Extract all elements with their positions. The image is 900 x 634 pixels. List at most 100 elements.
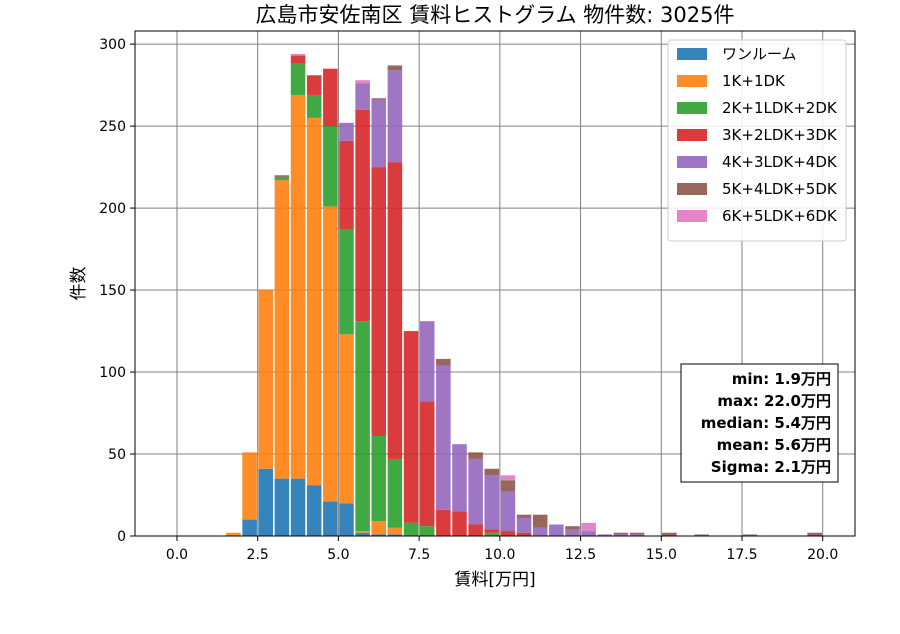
- histogram-bar: [290, 53, 306, 56]
- histogram-bar: [355, 83, 370, 110]
- axis-ticks: 0.0 2.5 5.0 7.5 10.0 12.5 15.0 17.5 20.0 0 50 100 15…: [99, 37, 838, 563]
- histogram-bar: [371, 534, 387, 536]
- legend-label: 5K+4LDK+5DK: [722, 180, 838, 198]
- legend-label: 1K+1DK: [722, 72, 786, 90]
- histogram-bar: [290, 63, 306, 95]
- stats-line: min: 1.9万円: [732, 370, 831, 388]
- histogram-bar: [403, 331, 419, 523]
- legend-label: ワンルーム: [722, 45, 797, 63]
- stats-frame: [680, 363, 839, 483]
- histogram-bar: [323, 68, 338, 127]
- histogram-bar: [468, 458, 483, 525]
- histogram-bar: [484, 475, 500, 530]
- legend-label: 2K+1LDK+2DK: [722, 99, 838, 117]
- y-tick-label: 0: [117, 529, 126, 545]
- histogram-bar: [274, 478, 290, 536]
- histogram-bar: [387, 458, 403, 528]
- histogram-bar: [306, 117, 322, 486]
- histogram-bar: [339, 122, 354, 141]
- x-tick-label: 17.5: [726, 547, 757, 563]
- histogram-bar: [290, 55, 306, 64]
- histogram-bar: [258, 468, 274, 536]
- histogram-bar: [371, 521, 387, 535]
- histogram-bar: [516, 514, 532, 518]
- y-axis-label: 件数: [69, 267, 89, 301]
- histogram-bar: [516, 532, 532, 536]
- x-tick-label: 7.5: [408, 547, 430, 563]
- y-tick-label: 100: [99, 365, 126, 381]
- x-axis-label: 賃料[万円]: [454, 570, 535, 590]
- x-tick-label: 20.0: [807, 547, 838, 563]
- x-tick-label: 5.0: [327, 547, 349, 563]
- histogram-bar: [694, 534, 709, 536]
- histogram-bar: [323, 501, 338, 536]
- plot-frame: [134, 30, 856, 537]
- histogram-bar: [484, 529, 500, 533]
- legend-swatch: [677, 129, 707, 141]
- bars-layer: [226, 53, 822, 536]
- stats-box: min: 1.9万円 max: 22.0万円 median: 5.4万円 mean: …: [680, 363, 839, 483]
- legend-swatch: [677, 183, 707, 195]
- histogram-bar: [500, 475, 516, 481]
- histogram-bar: [371, 435, 387, 522]
- histogram-bar: [807, 532, 822, 536]
- histogram-bar: [613, 532, 629, 535]
- histogram-bar: [565, 526, 580, 530]
- histogram-bar: [419, 321, 435, 402]
- legend-label: 4K+3LDK+4DK: [722, 153, 838, 171]
- histogram-bar: [532, 527, 548, 536]
- histogram-bar: [323, 126, 338, 207]
- histogram-bar: [468, 524, 483, 536]
- y-tick-label: 200: [99, 201, 126, 217]
- histogram-bar: [500, 491, 516, 532]
- legend-label: 3K+2LDK+3DK: [722, 126, 838, 144]
- x-tick-label: 15.0: [646, 547, 677, 563]
- histogram-bar: [484, 468, 500, 476]
- histogram-bar: [452, 511, 467, 536]
- histogram-bar: [629, 534, 645, 536]
- histogram-bar: [290, 478, 306, 536]
- histogram-bar: [274, 180, 290, 479]
- x-tick-label: 0.0: [166, 547, 188, 563]
- histogram-bar: [274, 175, 290, 177]
- stats-line: max: 22.0万円: [717, 392, 831, 410]
- y-tick-label: 150: [99, 283, 126, 299]
- histogram-bar: [742, 534, 758, 536]
- stats-line: mean: 5.6万円: [717, 436, 831, 454]
- histogram-bar: [323, 206, 338, 502]
- histogram-bar: [306, 94, 322, 118]
- histogram-bar: [387, 534, 403, 536]
- histogram-bar: [419, 401, 435, 527]
- histogram-bar: [355, 531, 370, 533]
- legend-swatch: [677, 156, 707, 168]
- histogram-bar: [581, 531, 596, 536]
- histogram-bar: [387, 162, 403, 459]
- legend-swatch: [677, 75, 707, 87]
- histogram-bar: [500, 480, 516, 492]
- histogram-bar: [597, 534, 613, 536]
- histogram-bar: [290, 94, 306, 479]
- histogram-bar: [339, 140, 354, 230]
- histogram-bar: [371, 99, 387, 168]
- histogram-bar: [500, 531, 516, 536]
- histogram-bar: [484, 532, 500, 536]
- y-tick-label: 250: [99, 119, 126, 135]
- histogram-bar: [436, 365, 451, 510]
- histogram-bar: [355, 109, 370, 322]
- stats-line: Sigma: 2.1万円: [711, 458, 831, 476]
- histogram-bar: [355, 80, 370, 84]
- chart-title: 広島市安佐南区 賃料ヒストグラム 物件数: 3025件: [256, 3, 735, 27]
- histogram-bar: [306, 485, 322, 536]
- stats-line: median: 5.4万円: [701, 414, 831, 432]
- histogram-bar: [274, 176, 290, 181]
- histogram-bar: [242, 519, 257, 536]
- histogram-bar: [662, 532, 677, 536]
- histogram-bar: [468, 452, 483, 459]
- histogram-bar: [339, 334, 354, 504]
- x-tick-label: 10.0: [484, 547, 515, 563]
- histogram-bar: [371, 98, 387, 100]
- legend: ワンルーム 1K+1DK 2K+1LDK+2DK 3K+2LDK+3DK 4K+3LDK…: [667, 39, 847, 242]
- histogram-bar: [436, 509, 451, 536]
- histogram-bar: [565, 529, 580, 536]
